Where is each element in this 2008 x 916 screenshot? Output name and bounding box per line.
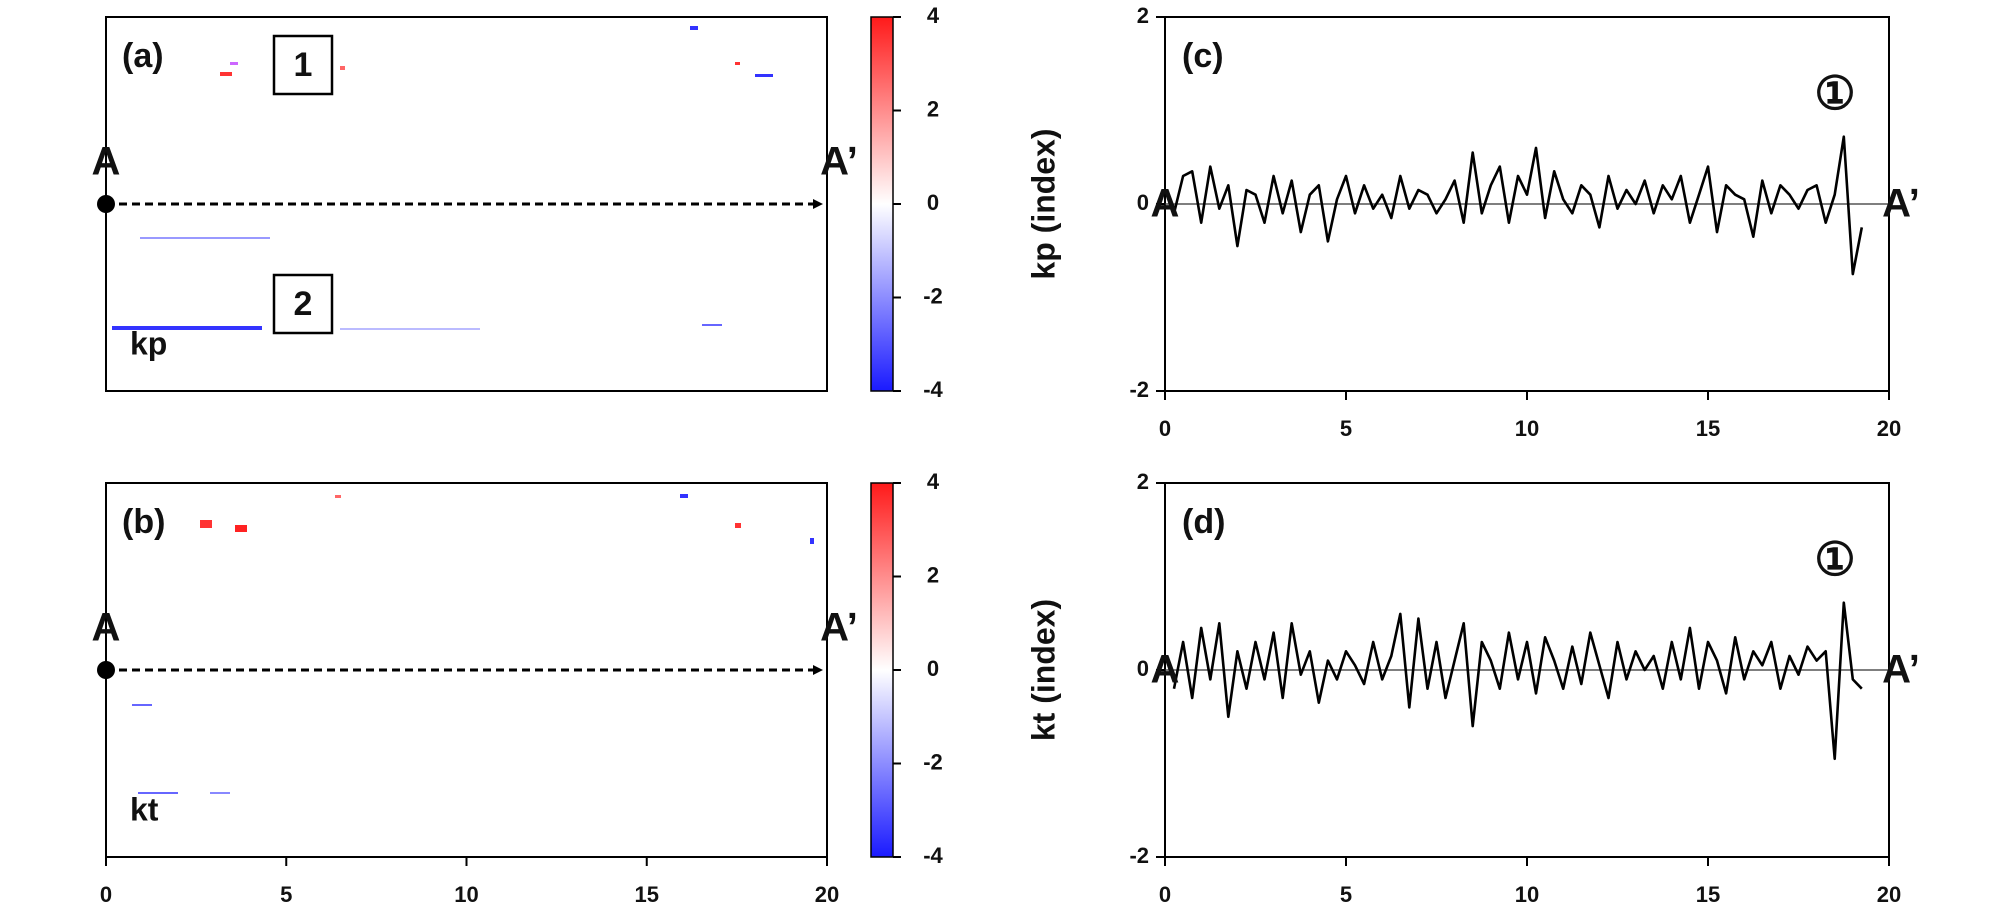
field-label: kt bbox=[130, 791, 159, 827]
series-line bbox=[1172, 135, 1864, 276]
end-label: A’ bbox=[820, 606, 858, 650]
end-label: A’ bbox=[1882, 648, 1920, 692]
colorbar-tick-label: -2 bbox=[923, 749, 943, 774]
field-label: kp bbox=[130, 325, 167, 361]
section-start bbox=[97, 661, 115, 679]
start-label: A bbox=[92, 140, 121, 184]
colorbar-tick-label: 0 bbox=[927, 190, 939, 215]
colorbar-tick-label: -4 bbox=[923, 377, 943, 402]
x-tick-label: 20 bbox=[1877, 416, 1901, 441]
panel-label: (c) bbox=[1182, 37, 1224, 75]
box-label: 2 bbox=[294, 285, 313, 323]
y-axis-label: kp (index) bbox=[1025, 128, 1061, 279]
x-tick-label: 10 bbox=[1515, 416, 1539, 441]
label-box bbox=[272, 273, 334, 335]
x-tick-label: 20 bbox=[815, 882, 839, 907]
colorbar-tick-label: 0 bbox=[927, 656, 939, 681]
y-tick-label: 2 bbox=[1137, 3, 1149, 28]
y-tick-label: 0 bbox=[1137, 656, 1149, 681]
x-tick-label: 15 bbox=[635, 882, 659, 907]
x-tick-label: 20 bbox=[1877, 882, 1901, 907]
y-tick-label: 0 bbox=[1137, 190, 1149, 215]
panel-label: (b) bbox=[122, 503, 165, 541]
x-tick-label: 15 bbox=[1696, 416, 1720, 441]
y-tick-label: -2 bbox=[1129, 843, 1149, 868]
x-tick-label: 10 bbox=[1515, 882, 1539, 907]
x-tick-label: 10 bbox=[454, 882, 478, 907]
y-tick-label: 2 bbox=[1137, 469, 1149, 494]
panel-label: (a) bbox=[122, 37, 164, 75]
colorbar bbox=[870, 482, 894, 858]
x-tick-label: 0 bbox=[1159, 416, 1171, 441]
box-label: 1 bbox=[294, 46, 313, 84]
series-line bbox=[1172, 601, 1863, 761]
start-label: A bbox=[1151, 648, 1180, 692]
x-tick-label: 15 bbox=[1696, 882, 1720, 907]
colorbar-tick-label: 2 bbox=[927, 96, 939, 121]
x-tick-label: 5 bbox=[280, 882, 292, 907]
x-tick-label: 0 bbox=[100, 882, 112, 907]
colorbar-tick-label: -2 bbox=[923, 283, 943, 308]
colorbar-tick-label: 2 bbox=[927, 562, 939, 587]
label-box bbox=[272, 34, 334, 96]
speckles bbox=[112, 26, 814, 794]
colorbar-tick-label: 4 bbox=[927, 469, 940, 494]
start-label: A bbox=[1151, 182, 1180, 226]
end-label: A’ bbox=[820, 140, 858, 184]
x-tick-label: 5 bbox=[1340, 882, 1352, 907]
colorbar-tick-label: 4 bbox=[927, 3, 940, 28]
colorbar bbox=[870, 16, 894, 392]
end-label: A’ bbox=[1882, 182, 1920, 226]
start-label: A bbox=[92, 606, 121, 650]
marker-label: ① bbox=[1814, 533, 1855, 585]
colorbar-tick-label: -4 bbox=[923, 843, 943, 868]
x-tick-label: 0 bbox=[1159, 882, 1171, 907]
marker-label: ① bbox=[1814, 67, 1855, 119]
panel-label: (d) bbox=[1182, 503, 1225, 541]
section-start bbox=[97, 195, 115, 213]
y-axis-label: kt (index) bbox=[1025, 599, 1061, 741]
y-tick-label: -2 bbox=[1129, 377, 1149, 402]
x-tick-label: 5 bbox=[1340, 416, 1352, 441]
